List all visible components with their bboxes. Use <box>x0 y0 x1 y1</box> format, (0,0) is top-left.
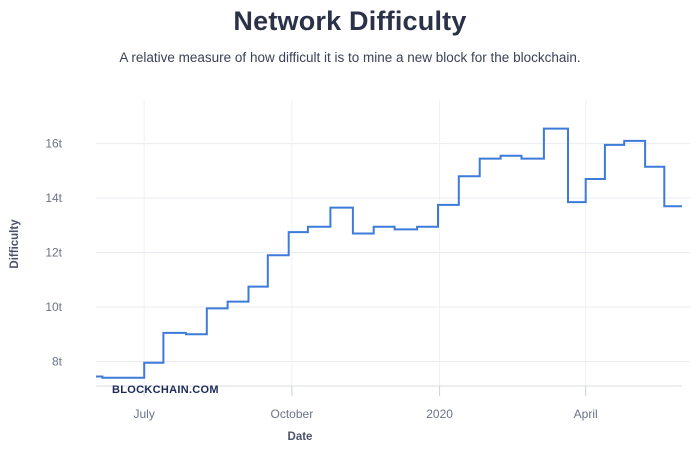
y-tick-label: 16t <box>45 137 62 151</box>
difficulty-series-line <box>96 127 682 379</box>
y-tick-label: 14t <box>45 191 62 205</box>
vertical-gridlines <box>143 100 587 386</box>
y-tick-label: 12t <box>45 246 62 260</box>
x-axis-ticks <box>143 386 587 396</box>
y-tick-label: 10t <box>45 300 62 314</box>
chart-subtitle: A relative measure of how difficult it i… <box>119 50 581 65</box>
y-tick-label: 8t <box>52 354 63 368</box>
x-axis-tick-labels: July October 2020 April <box>133 407 597 421</box>
blockchain-watermark: BLOCKCHAIN.COM <box>112 384 219 396</box>
y-axis-tick-labels: 8t 10t 12t 14t 16t <box>45 137 62 369</box>
x-tick-label: October <box>271 407 314 421</box>
x-tick-label: 2020 <box>426 407 453 421</box>
x-tick-label: April <box>574 407 598 421</box>
y-axis-title: Difficulty <box>9 219 21 269</box>
x-axis-title: Date <box>288 431 313 443</box>
horizontal-gridlines <box>96 143 690 362</box>
x-tick-label: July <box>133 407 154 421</box>
chart-title: Network Difficulty <box>233 6 467 36</box>
